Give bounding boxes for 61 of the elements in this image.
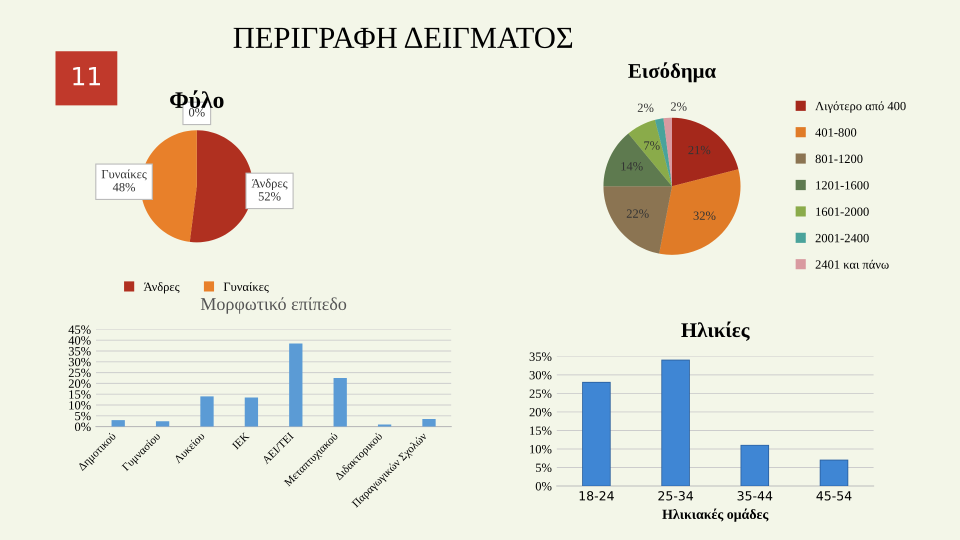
y-tick-label: 15% <box>530 426 552 435</box>
bar <box>156 421 170 427</box>
y-tick-label: 25% <box>530 389 552 398</box>
y-tick-label: 45% <box>68 325 91 334</box>
bar <box>740 444 770 486</box>
y-tick-label: 20% <box>530 408 552 416</box>
y-tick-label: 0% <box>74 422 91 432</box>
data-label: 2% <box>670 102 687 111</box>
bar <box>661 360 690 486</box>
y-tick-label: 25% <box>68 368 91 378</box>
y-tick-label: 10% <box>69 401 91 410</box>
x-tick-label: 35-44 <box>738 491 772 501</box>
chart-title: Φύλο <box>170 90 224 108</box>
legend-label: 2001-2400 <box>816 234 869 242</box>
data-label: 32% <box>694 211 716 220</box>
bar <box>112 420 125 427</box>
x-tick-label: 18-24 <box>580 491 614 501</box>
bar <box>378 424 392 427</box>
y-tick-label: 10% <box>530 444 552 454</box>
bar <box>200 396 214 427</box>
bar <box>582 382 611 486</box>
y-tick-label: 0% <box>536 482 552 490</box>
x-tick-label: 25-34 <box>658 491 694 501</box>
y-tick-label: 30% <box>530 370 552 380</box>
bar <box>820 460 848 486</box>
chart-title: Ηλικίες <box>681 321 750 341</box>
data-label: 7% <box>644 141 660 150</box>
legend-label: 1201-1600 <box>816 181 869 190</box>
y-tick-label: 35% <box>530 352 552 361</box>
text: 0% <box>188 108 205 117</box>
legend-label: Λιγότερο από 400 <box>815 101 906 113</box>
y-tick-label: 5% <box>536 464 552 472</box>
legend-label: 801-1200 <box>816 154 863 164</box>
y-tick-label: 35% <box>68 347 91 356</box>
legend-label: 2401 και πάνω <box>816 260 889 269</box>
data-label: Γυναίκες 48% <box>102 169 147 192</box>
y-tick-label: 20% <box>68 379 91 388</box>
legend-label: Γυναίκες <box>224 282 269 294</box>
bar <box>244 397 258 427</box>
y-tick-label: 5% <box>75 412 91 420</box>
x-axis-title: Ηλικιακές ομάδες <box>662 508 768 522</box>
text: ΠΕΡΙΓΡΑΦΗ ΔΕΙΓΜΑΤΟΣ <box>234 28 572 48</box>
bar <box>422 419 436 427</box>
chart-title: Εισόδημα <box>628 62 716 82</box>
data-label: 21% <box>688 146 710 154</box>
legend-label: 1601-2000 <box>816 207 869 216</box>
chart-title: Μορφωτικό επίπεδο <box>200 297 346 314</box>
data-label: 14% <box>621 162 643 170</box>
legend-label: Άνδρες <box>144 282 180 294</box>
data-label: 22% <box>626 209 649 218</box>
data-label: Άνδρες 52% <box>252 178 288 201</box>
y-tick-label: 30% <box>68 358 91 366</box>
y-tick-label: 40% <box>68 336 91 345</box>
x-tick-label: ΙΕΚ <box>232 432 250 450</box>
x-tick-label: 45-54 <box>816 491 852 501</box>
legend-label: 401-800 <box>815 128 856 137</box>
bar <box>334 378 347 427</box>
y-tick-label: 15% <box>69 390 91 399</box>
data-label: 2% <box>638 104 654 112</box>
bar <box>289 343 302 427</box>
text: 11 <box>73 66 100 86</box>
